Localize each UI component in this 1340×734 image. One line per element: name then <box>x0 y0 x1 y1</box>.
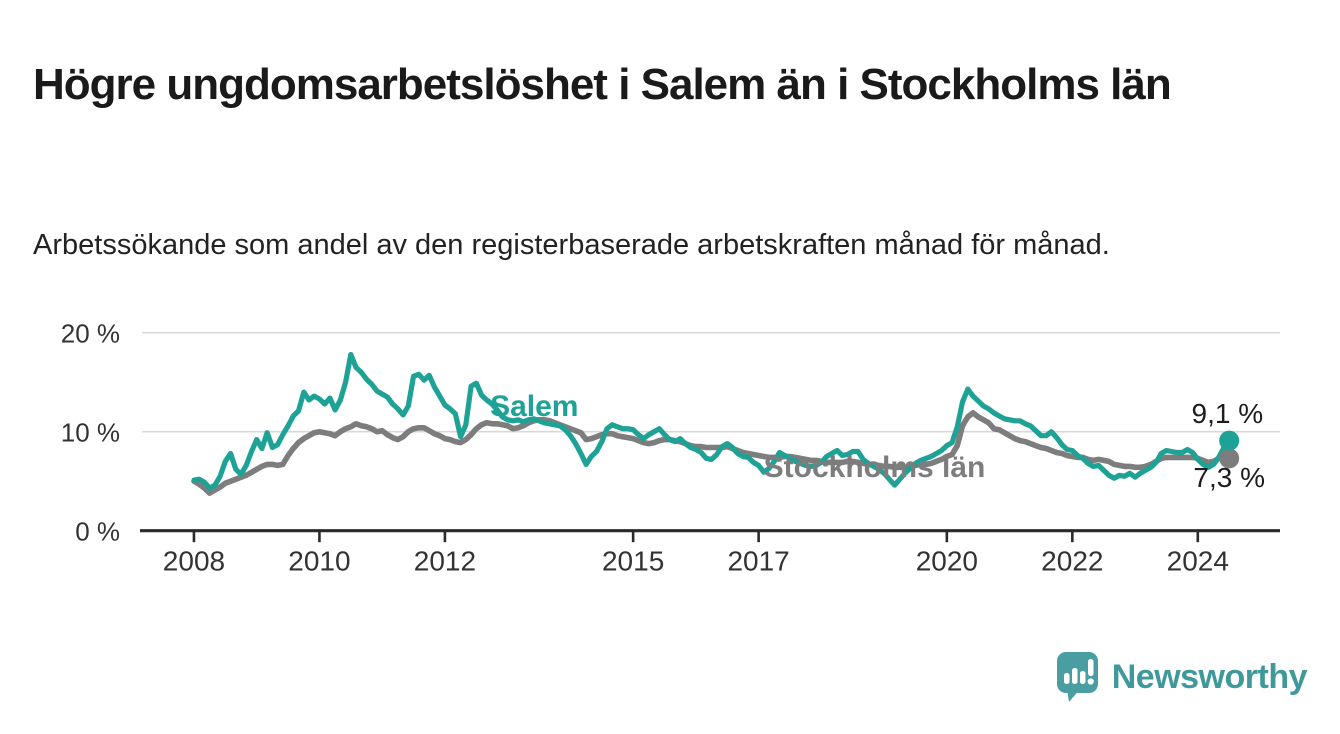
series-label-stockholms-l-n: Stockholms län <box>764 451 986 484</box>
chart-subtitle: Arbetssökande som andel av den registerb… <box>33 229 1110 261</box>
series-label-salem: Salem <box>490 390 578 423</box>
y-axis-tick-label: 0 % <box>75 517 120 547</box>
newsworthy-logo-text: Newsworthy <box>1111 658 1308 696</box>
series-end-dot-salem <box>1219 430 1240 451</box>
x-axis-tick-label: 2024 <box>1167 546 1229 577</box>
end-value-label-salem: 9,1 % <box>1192 398 1264 429</box>
x-axis-tick-label: 2020 <box>916 546 978 577</box>
series-line-salem <box>191 351 1232 491</box>
x-axis-tick-label: 2017 <box>727 546 789 577</box>
end-value-label-stockholms-l-n: 7,3 % <box>1193 462 1265 493</box>
line-chart: 0 % 10 % 20 % 2008 2010 2012 2015 2017 2020 2022 2… <box>61 319 1280 577</box>
page-title: Högre ungdomsarbetslöshet i Salem än i S… <box>33 60 1172 110</box>
y-axis-tick-label: 10 % <box>61 418 120 448</box>
y-axis-tick-label: 20 % <box>61 319 120 349</box>
series-end-dot-stockholms-l-n <box>1219 448 1240 469</box>
x-axis-tick-label: 2022 <box>1041 546 1103 577</box>
x-axis-tick-label: 2008 <box>163 546 225 577</box>
series-line-stockholms-l-n <box>191 410 1232 496</box>
newsworthy-logo-icon <box>1056 652 1098 702</box>
x-axis-tick-label: 2012 <box>414 546 476 577</box>
x-axis-tick-label: 2010 <box>288 546 350 577</box>
newsworthy-logo: Newsworthy <box>1056 651 1308 704</box>
x-axis-tick-label: 2015 <box>602 546 664 577</box>
